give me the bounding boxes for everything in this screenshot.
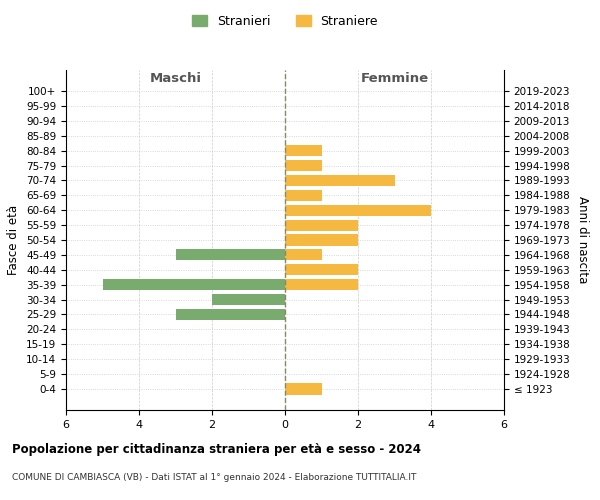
Bar bbox=[285, 250, 322, 260]
Bar bbox=[285, 204, 431, 216]
Y-axis label: Fasce di età: Fasce di età bbox=[7, 205, 20, 275]
Bar bbox=[285, 279, 358, 290]
Bar bbox=[285, 220, 358, 230]
Bar bbox=[176, 250, 285, 260]
Text: Maschi: Maschi bbox=[149, 72, 202, 85]
Bar bbox=[285, 234, 358, 246]
Bar bbox=[176, 309, 285, 320]
Bar bbox=[285, 175, 395, 186]
Bar bbox=[285, 384, 322, 394]
Text: COMUNE DI CAMBIASCA (VB) - Dati ISTAT al 1° gennaio 2024 - Elaborazione TUTTITAL: COMUNE DI CAMBIASCA (VB) - Dati ISTAT al… bbox=[12, 472, 416, 482]
Bar bbox=[285, 160, 322, 171]
Bar bbox=[103, 279, 285, 290]
Y-axis label: Anni di nascita: Anni di nascita bbox=[576, 196, 589, 284]
Legend: Stranieri, Straniere: Stranieri, Straniere bbox=[192, 15, 378, 28]
Bar bbox=[212, 294, 285, 305]
Bar bbox=[285, 190, 322, 201]
Bar bbox=[285, 264, 358, 276]
Text: Femmine: Femmine bbox=[361, 72, 428, 85]
Text: Popolazione per cittadinanza straniera per età e sesso - 2024: Popolazione per cittadinanza straniera p… bbox=[12, 442, 421, 456]
Bar bbox=[285, 145, 322, 156]
